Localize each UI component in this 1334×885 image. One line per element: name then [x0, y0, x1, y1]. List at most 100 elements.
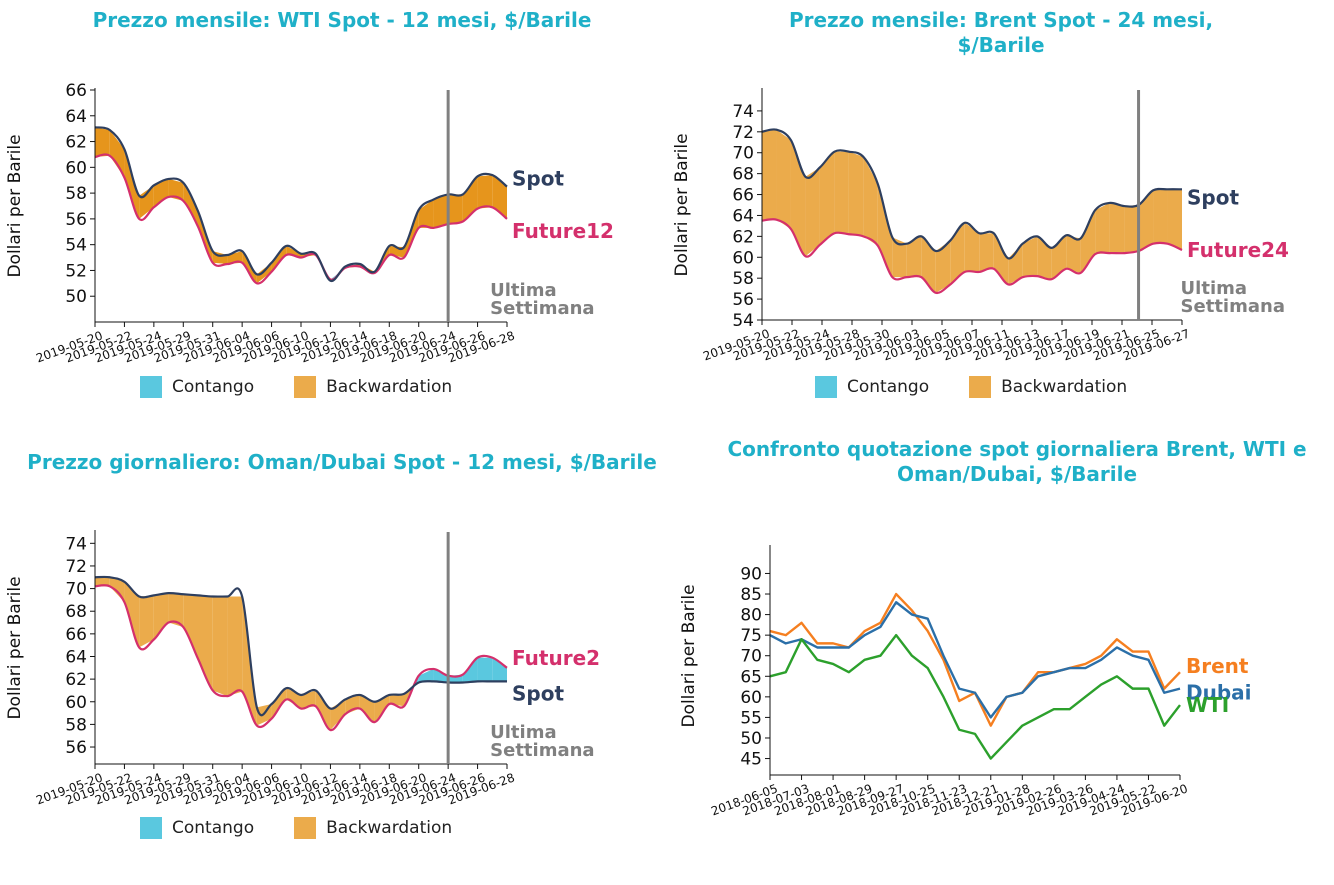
y-tick-label: 52: [65, 261, 87, 281]
y-axis-label: Dollari per Barile: [679, 584, 699, 727]
backwardation-swatch: [969, 376, 992, 398]
legend-wti: Contango Backwardation: [140, 376, 492, 398]
series-label-brent: Brent: [1186, 654, 1249, 678]
backwardation-area: [168, 593, 184, 628]
backwardation-area: [139, 185, 154, 219]
last-week-label: Settimana: [1181, 296, 1285, 317]
backwardation-area: [1008, 243, 1023, 285]
y-tick-label: 74: [732, 102, 754, 122]
backwardation-area: [227, 596, 243, 697]
y-tick-label: 62: [65, 133, 87, 153]
legend-label-contango: Contango: [172, 377, 255, 397]
backwardation-area: [418, 199, 434, 228]
backwardation-area: [1022, 236, 1038, 278]
backwardation-area: [979, 233, 994, 272]
y-tick-label: 60: [732, 248, 754, 268]
backwardation-swatch: [294, 817, 317, 839]
contango-area: [433, 668, 449, 683]
backwardation-area: [404, 209, 419, 258]
series-line-future2: [94, 584, 508, 732]
chart-title-comparison: Confronto quotazione spot giornaliera Br…: [727, 437, 1307, 486]
y-tick-label: 85: [740, 585, 762, 605]
y-tick-label: 75: [740, 626, 762, 646]
y-tick-label: 66: [65, 81, 87, 101]
backwardation-area: [477, 175, 493, 209]
series-label-dubai: Dubai: [1186, 681, 1252, 705]
backwardation-area: [271, 688, 287, 719]
legend-label-backwardation: Backwardation: [1001, 377, 1128, 397]
y-tick-label: 64: [732, 206, 754, 226]
backwardation-area: [95, 577, 110, 587]
y-tick-label: 56: [732, 290, 754, 310]
backwardation-area: [1124, 205, 1139, 254]
backwardation-area: [315, 690, 331, 731]
series-label-spot: Spot: [512, 681, 564, 705]
y-tick-label: 58: [65, 715, 87, 735]
backwardation-area: [762, 129, 777, 221]
backwardation-area: [124, 581, 140, 648]
contango-swatch: [815, 376, 837, 398]
chart-title-wti: Prezzo mensile: WTI Spot - 12 mesi, $/Ba…: [92, 8, 592, 32]
y-tick-label: 68: [732, 165, 754, 185]
legend-item-contango: Contango: [140, 376, 254, 398]
backwardation-swatch: [294, 376, 317, 398]
backwardation-area: [271, 245, 287, 272]
legend-label-contango: Contango: [172, 818, 255, 838]
series-label-future24: Future24: [1187, 238, 1289, 262]
y-axis-label: Dollari per Barile: [5, 134, 25, 277]
y-tick-label: 70: [740, 647, 762, 667]
y-axis-label: Dollari per Barile: [5, 576, 25, 719]
contango-area: [462, 657, 478, 683]
last-week-label: Ultima: [1181, 278, 1247, 299]
series-line-future12: [94, 153, 508, 285]
last-week-label: Ultima: [490, 280, 556, 301]
backwardation-area: [805, 167, 820, 257]
backwardation-area: [921, 236, 936, 293]
backwardation-area: [492, 175, 507, 219]
y-tick-label: 90: [740, 564, 762, 584]
backwardation-area: [242, 251, 257, 284]
backwardation-area: [433, 194, 449, 228]
series-line-future24: [761, 218, 1183, 295]
backwardation-area: [819, 151, 835, 245]
backwardation-area: [892, 237, 907, 278]
contango-area: [330, 273, 338, 281]
y-tick-label: 70: [732, 144, 754, 164]
series-line-spot: [94, 126, 508, 282]
legend-item-backwardation: Backwardation: [969, 376, 1127, 398]
legend-label-backwardation: Backwardation: [326, 818, 453, 838]
backwardation-area: [1167, 189, 1182, 250]
y-tick-label: 58: [65, 184, 87, 204]
y-tick-label: 80: [740, 606, 762, 626]
y-tick-label: 60: [65, 693, 87, 713]
backwardation-area: [834, 151, 849, 235]
backwardation-area: [183, 594, 198, 659]
y-tick-label: 56: [65, 210, 87, 230]
backwardation-area: [183, 182, 198, 227]
backwardation-area: [1109, 202, 1125, 254]
y-tick-label: 72: [65, 557, 87, 577]
y-tick-label: 58: [732, 269, 754, 289]
series-line-dubai: [769, 601, 1181, 719]
backwardation-area: [1138, 190, 1154, 251]
last-week-label: Settimana: [490, 740, 594, 761]
backwardation-area: [906, 236, 922, 278]
backwardation-area: [950, 222, 965, 285]
y-tick-label: 56: [65, 738, 87, 758]
y-tick-label: 54: [65, 236, 87, 256]
y-tick-label: 68: [65, 602, 87, 622]
contango-swatch: [140, 817, 162, 839]
chart-wti: 5052545658606264662019-05-202019-05-2220…: [5, 81, 614, 365]
legend-brent: Contango Backwardation: [815, 376, 1167, 398]
y-tick-label: 60: [65, 158, 87, 178]
legend-item-contango: Contango: [140, 817, 254, 839]
y-tick-label: 74: [65, 534, 87, 554]
series-label-spot: Spot: [512, 167, 564, 191]
last-week-label: Ultima: [490, 722, 556, 743]
chart-comparison: 455055606570758085902018-06-052018-07-03…: [679, 545, 1252, 818]
y-tick-label: 66: [65, 625, 87, 645]
legend-label-contango: Contango: [847, 377, 930, 397]
chart-brent: 54565860626466687072742019-05-202019-05-…: [672, 88, 1289, 363]
legend-item-backwardation: Backwardation: [294, 376, 452, 398]
series-line-wti: [769, 633, 1181, 760]
